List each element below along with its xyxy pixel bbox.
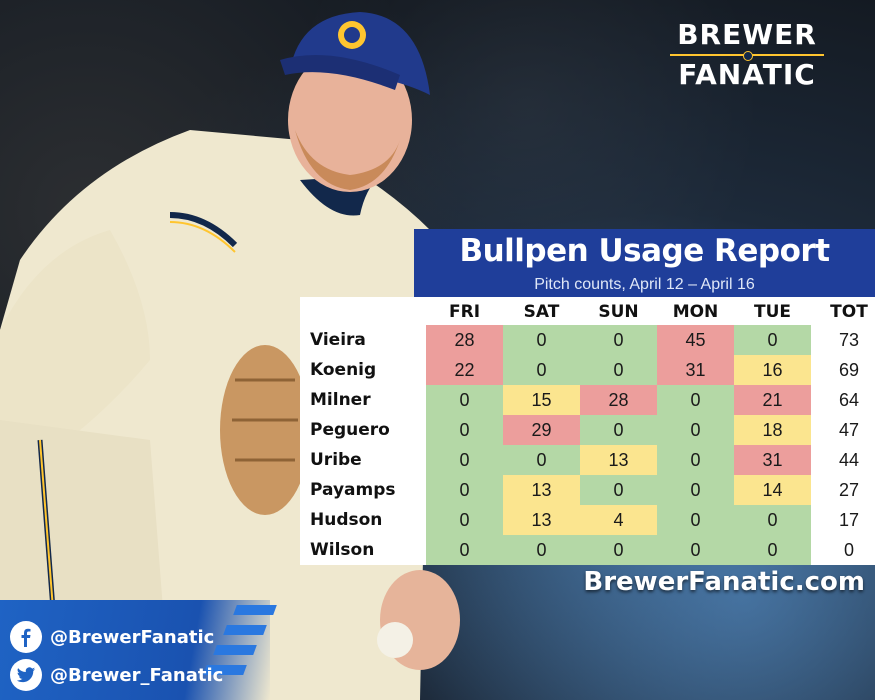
pitch-count-cell: 13 <box>503 475 580 505</box>
pitch-count-cell: 0 <box>657 535 734 565</box>
pitch-count-cell: 0 <box>426 505 503 535</box>
pitch-count-cell: 0 <box>503 535 580 565</box>
pitch-count-cell: 21 <box>734 385 811 415</box>
decor-stripe <box>233 605 277 615</box>
pitch-count-cell: 14 <box>734 475 811 505</box>
table-row: Milner 0 15 28 0 21 64 <box>300 385 875 415</box>
column-header-mon: MON <box>672 302 719 322</box>
pitcher-name: Uribe <box>310 450 362 470</box>
pitch-count-cell: 0 <box>503 355 580 385</box>
report-title: Bullpen Usage Report <box>459 233 830 269</box>
column-header-sun: SUN <box>598 302 639 322</box>
decor-stripe <box>213 645 257 655</box>
column-header-tue: TUE <box>753 302 791 322</box>
pitch-count-cell: 0 <box>503 325 580 355</box>
pitcher-name: Hudson <box>310 510 383 530</box>
pitch-count-cell: 0 <box>426 415 503 445</box>
pitch-count-cell: 28 <box>426 325 503 355</box>
pitch-count-cell: 28 <box>580 385 657 415</box>
pitch-count-cell: 18 <box>734 415 811 445</box>
facebook-link[interactable]: @BrewerFanatic <box>10 620 214 654</box>
total-cell: 0 <box>843 540 854 560</box>
pitch-count-cell: 0 <box>503 445 580 475</box>
pitcher-name: Payamps <box>310 480 396 500</box>
pitch-count-cell: 0 <box>734 505 811 535</box>
pitcher-name: Vieira <box>310 330 366 350</box>
pitch-count-cell: 0 <box>426 535 503 565</box>
table-row: Vieira 28 0 0 45 0 73 <box>300 325 875 355</box>
pitch-count-cell: 4 <box>580 505 657 535</box>
pitch-count-cell: 0 <box>426 385 503 415</box>
table-row: Peguero 0 29 0 0 18 47 <box>300 415 875 445</box>
total-cell: 17 <box>838 510 860 530</box>
pitch-count-cell: 31 <box>734 445 811 475</box>
baseball-icon <box>743 51 753 61</box>
brewer-fanatic-logo: BREWER FANATIC <box>668 20 826 90</box>
pitch-count-cell: 0 <box>580 475 657 505</box>
pitcher-name: Wilson <box>310 540 375 560</box>
report-header: Bullpen Usage Report Pitch counts, April… <box>414 229 875 297</box>
total-cell: 73 <box>838 330 860 350</box>
logo-line-1: BREWER <box>677 18 817 51</box>
table-row: Koenig 22 0 0 31 16 69 <box>300 355 875 385</box>
pitch-count-cell: 16 <box>734 355 811 385</box>
pitch-count-cell: 0 <box>734 535 811 565</box>
facebook-icon <box>10 621 42 653</box>
logo-line-2: FANATIC <box>678 58 816 91</box>
pitch-count-cell: 15 <box>503 385 580 415</box>
site-url[interactable]: BrewerFanatic.com <box>583 567 865 597</box>
pitcher-name: Peguero <box>310 420 390 440</box>
twitter-link[interactable]: @Brewer_Fanatic <box>10 658 223 692</box>
twitter-icon <box>10 659 42 691</box>
column-header-fri: FRI <box>448 302 481 322</box>
total-cell: 27 <box>838 480 860 500</box>
pitcher-name: Koenig <box>310 360 377 380</box>
report-subtitle: Pitch counts, April 12 – April 16 <box>534 276 755 293</box>
pitch-count-cell: 0 <box>657 385 734 415</box>
pitch-count-cell: 0 <box>657 415 734 445</box>
pitch-count-cell: 0 <box>426 475 503 505</box>
pitch-count-cell: 45 <box>657 325 734 355</box>
total-cell: 69 <box>838 360 860 380</box>
table-row: Payamps 0 13 0 0 14 27 <box>300 475 875 505</box>
pitcher-name: Milner <box>310 390 371 410</box>
pitch-count-cell: 0 <box>426 445 503 475</box>
pitch-count-cell: 13 <box>503 505 580 535</box>
pitch-count-cell: 22 <box>426 355 503 385</box>
pitch-count-cell: 0 <box>657 445 734 475</box>
table-row: Uribe 0 0 13 0 31 44 <box>300 445 875 475</box>
pitch-count-cell: 29 <box>503 415 580 445</box>
table-row: Wilson 0 0 0 0 0 0 <box>300 535 875 565</box>
total-cell: 64 <box>838 390 860 410</box>
pitch-count-cell: 0 <box>580 325 657 355</box>
table-header-row: FRI SAT SUN MON TUE TOT <box>300 297 875 327</box>
twitter-handle: @Brewer_Fanatic <box>50 664 224 686</box>
usage-table: FRI SAT SUN MON TUE TOT Vieira 28 0 0 45 0 73 Koenig 2… <box>300 297 875 565</box>
facebook-handle: @BrewerFanatic <box>50 626 215 648</box>
logo-divider <box>670 51 824 61</box>
pitch-count-cell: 31 <box>657 355 734 385</box>
pitch-count-cell: 0 <box>580 415 657 445</box>
pitch-count-cell: 0 <box>580 535 657 565</box>
decor-stripe <box>223 625 267 635</box>
pitch-count-cell: 0 <box>580 355 657 385</box>
column-header-tot: TOT <box>830 302 868 322</box>
table-row: Hudson 0 13 4 0 0 17 <box>300 505 875 535</box>
total-cell: 47 <box>838 420 860 440</box>
total-cell: 44 <box>838 450 860 470</box>
pitch-count-cell: 0 <box>657 505 734 535</box>
pitch-count-cell: 13 <box>580 445 657 475</box>
column-header-sat: SAT <box>523 302 560 322</box>
pitch-count-cell: 0 <box>657 475 734 505</box>
pitch-count-cell: 0 <box>734 325 811 355</box>
